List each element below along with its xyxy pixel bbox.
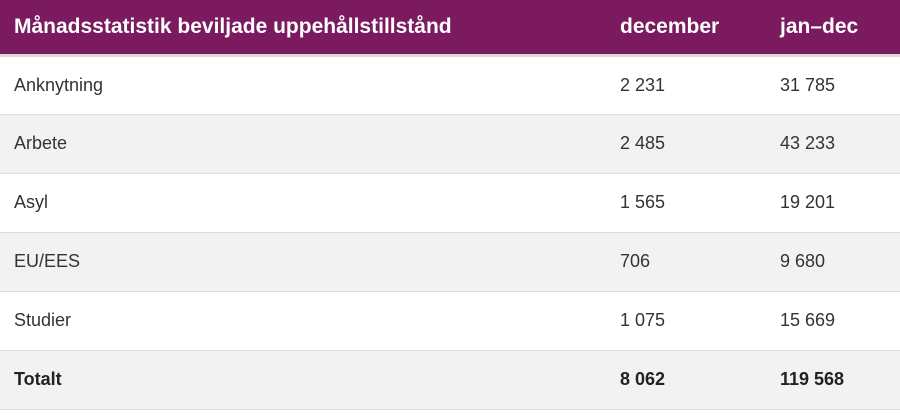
- row-category: Arbete: [0, 114, 605, 174]
- row-december-value: 706: [605, 232, 765, 292]
- row-category: Anknytning: [0, 55, 605, 115]
- row-category: Asyl: [0, 173, 605, 233]
- header-category: Månadsstatistik beviljade uppehållstills…: [0, 0, 605, 57]
- table-row: Studier 1 075 15 669: [0, 291, 900, 351]
- row-category: Studier: [0, 291, 605, 351]
- row-december-value: 1 075: [605, 291, 765, 351]
- total-label: Totalt: [0, 350, 605, 410]
- table-row: Anknytning 2 231 31 785: [0, 55, 900, 115]
- total-year-value: 119 568: [765, 350, 900, 410]
- header-jan-dec: jan–dec: [765, 0, 900, 57]
- row-year-value: 43 233: [765, 114, 900, 174]
- total-row: Totalt 8 062 119 568: [0, 350, 900, 410]
- row-year-value: 15 669: [765, 291, 900, 351]
- row-year-value: 19 201: [765, 173, 900, 233]
- total-december-value: 8 062: [605, 350, 765, 410]
- table-header: Månadsstatistik beviljade uppehållstills…: [0, 0, 900, 57]
- statistics-table: Månadsstatistik beviljade uppehållstills…: [0, 0, 900, 410]
- row-december-value: 2 485: [605, 114, 765, 174]
- table-row: Asyl 1 565 19 201: [0, 173, 900, 233]
- row-category: EU/EES: [0, 232, 605, 292]
- table-row: Arbete 2 485 43 233: [0, 114, 900, 174]
- header-december: december: [605, 0, 765, 57]
- row-december-value: 1 565: [605, 173, 765, 233]
- row-year-value: 31 785: [765, 55, 900, 115]
- table-row: EU/EES 706 9 680: [0, 232, 900, 292]
- table-body: Anknytning 2 231 31 785 Arbete 2 485 43 …: [0, 55, 900, 410]
- header-row: Månadsstatistik beviljade uppehållstills…: [0, 0, 900, 57]
- row-december-value: 2 231: [605, 55, 765, 115]
- row-year-value: 9 680: [765, 232, 900, 292]
